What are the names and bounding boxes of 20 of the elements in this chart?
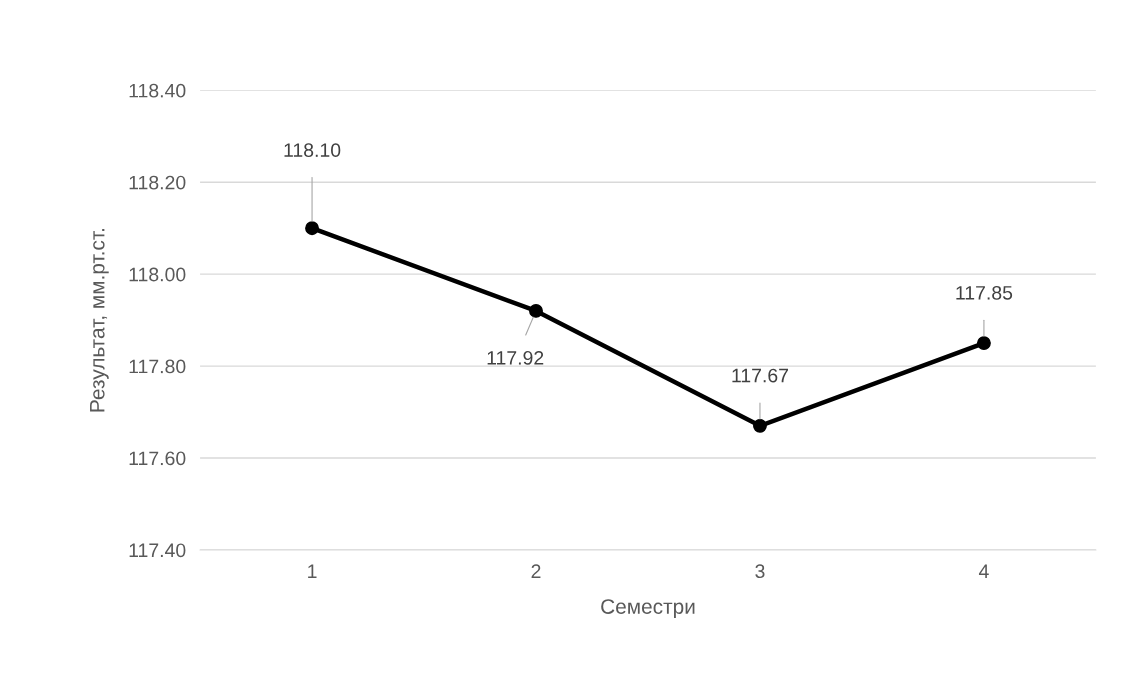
y-tick-label: 117.60 [129,451,186,466]
point [305,221,319,236]
x-tick-label: 2 [531,564,541,578]
x-tick-label: 4 [978,564,989,578]
point [753,418,767,433]
point [529,303,543,318]
y-tick-label: 118.40 [129,83,186,98]
y-tick-label: 118.00 [129,267,186,282]
x-tick-label: 3 [755,564,765,579]
data-label: 117.92 [487,350,544,365]
y-tick-label: 118.20 [129,175,186,190]
data-label: 118.10 [284,143,341,158]
x-tick-label: 1 [308,564,317,578]
point [976,336,991,351]
y-tick-label: 117.40 [129,543,186,558]
x-axis-title: Семестри [601,599,695,619]
data-label: 117.85 [956,285,1013,300]
data-label: 117.67 [732,368,789,383]
y-tick-label: 117.80 [129,359,186,374]
y-axis-title: Результат, мм.рт.ст. [90,229,109,412]
